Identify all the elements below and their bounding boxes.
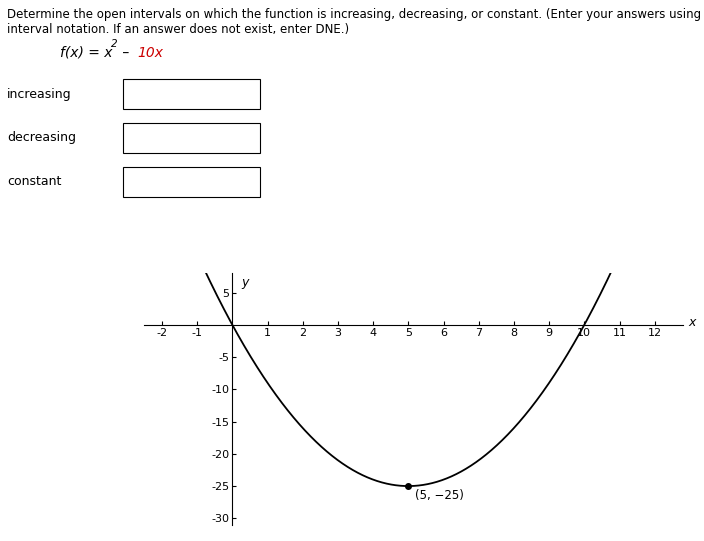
Text: –: – <box>118 46 133 60</box>
Text: x: x <box>689 316 696 329</box>
Text: Determine the open intervals on which the function is increasing, decreasing, or: Determine the open intervals on which th… <box>7 8 701 21</box>
Text: 2: 2 <box>111 39 117 49</box>
Text: 10x: 10x <box>137 46 163 60</box>
Text: constant: constant <box>7 175 61 188</box>
Text: f(x) = x: f(x) = x <box>60 46 113 60</box>
Text: (5, −25): (5, −25) <box>415 489 464 502</box>
Text: y: y <box>241 276 249 289</box>
Text: interval notation. If an answer does not exist, enter DNE.): interval notation. If an answer does not… <box>7 23 349 36</box>
Text: decreasing: decreasing <box>7 131 76 144</box>
Text: increasing: increasing <box>7 88 72 101</box>
